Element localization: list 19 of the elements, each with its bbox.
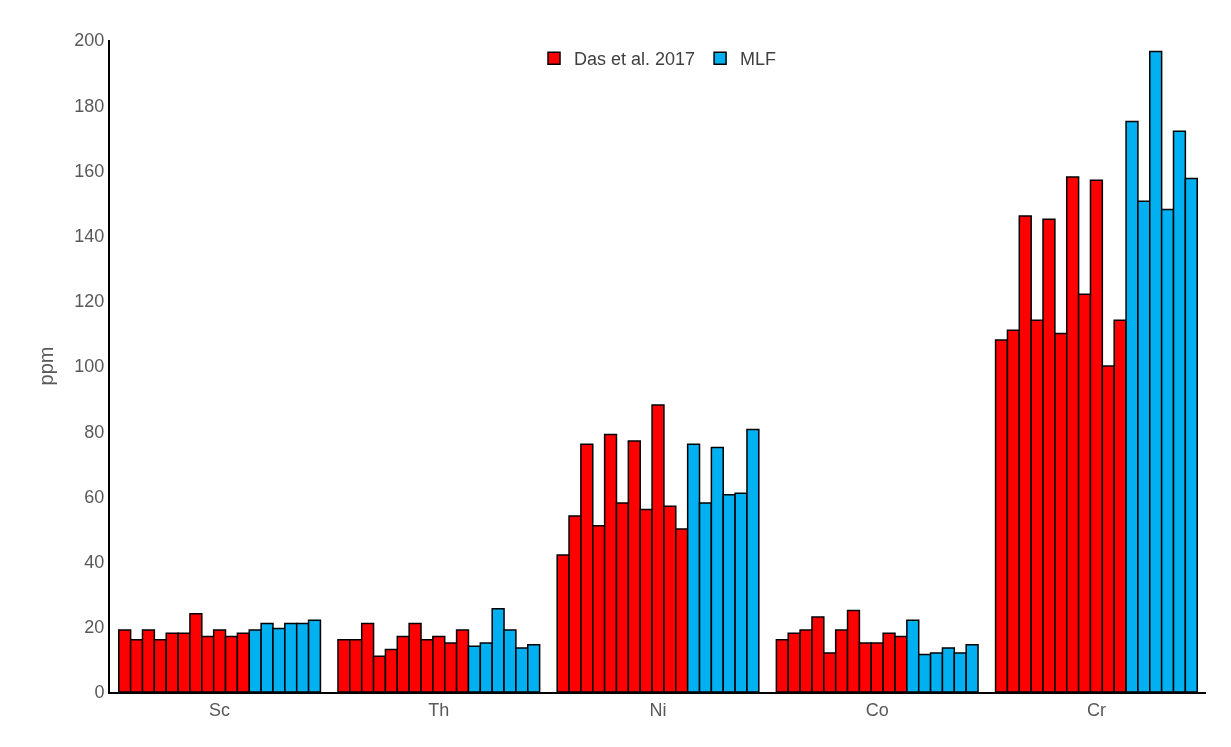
x-tick-label: Cr	[1086, 699, 1106, 720]
y-tick-label: 0	[94, 682, 105, 703]
y-tick-label: 100	[74, 356, 105, 377]
y-tick-label: 160	[74, 160, 105, 181]
y-tick-label: 180	[74, 95, 105, 116]
y-tick-label: 40	[84, 551, 105, 572]
y-tick-label: 80	[84, 421, 105, 442]
legend-label: MLF	[740, 49, 777, 70]
x-tick-label: Th	[428, 699, 450, 720]
y-tick-label: 20	[84, 617, 105, 638]
y-axis-title: ppm	[35, 346, 58, 386]
x-tick-label: Co	[865, 699, 889, 720]
x-tick-label: Sc	[209, 699, 231, 720]
legend-label: Das et al. 2017	[574, 49, 696, 70]
x-tick-label: Ni	[649, 699, 667, 720]
y-tick-label: 200	[74, 30, 105, 51]
y-tick-label: 60	[84, 486, 105, 507]
y-tick-label: 120	[74, 291, 105, 312]
y-tick-label: 140	[74, 225, 105, 246]
